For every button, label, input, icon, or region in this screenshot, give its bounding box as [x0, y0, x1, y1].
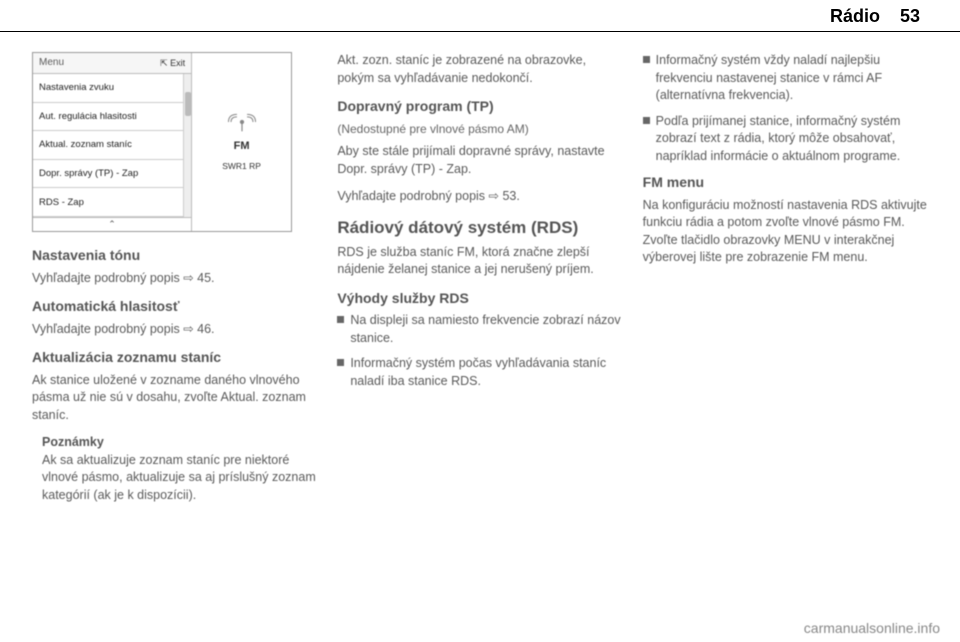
watermark: carmanualsonline.info [804, 620, 940, 636]
bullet-rds-2: Informačný systém počas vyhľadávania sta… [337, 355, 622, 390]
header-page: 53 [900, 6, 920, 27]
page-content: Menu ⇱ Exit Nastavenia zvuku Aut. regulá… [0, 32, 960, 514]
menu-screenshot: Menu ⇱ Exit Nastavenia zvuku Aut. regulá… [32, 52, 292, 232]
radio-signal-icon [225, 111, 259, 133]
text-autovolume-ref: Vyhľadajte podrobný popis ⇨ 46. [32, 321, 317, 339]
menu-right-panel: FM SWR1 RP [192, 53, 291, 231]
menu-left-panel: Menu ⇱ Exit Nastavenia zvuku Aut. regulá… [33, 53, 192, 231]
section-fm-menu: FM menu [643, 173, 928, 193]
note-text: Ak sa aktualizuje zoznam staníc pre niek… [42, 452, 317, 505]
column-3: Informačný systém vždy naladí najlepšiu … [643, 52, 928, 514]
bullet-text: Informačný systém počas vyhľadávania sta… [350, 355, 622, 390]
menu-item-rds[interactable]: RDS - Zap [33, 188, 183, 217]
bullet-radiotext: Podľa prijímanej stanice, informačný sys… [643, 113, 928, 166]
text-updating: Akt. zozn. staníc je zobrazené na obrazo… [337, 52, 622, 87]
text-tp: Aby ste stále prijímali dopravné správy,… [337, 143, 622, 178]
bullet-text: Informačný systém vždy naladí najlepšiu … [656, 52, 928, 105]
menu-titlebar: Menu ⇱ Exit [33, 53, 191, 74]
section-rds-benefits: Výhody služby RDS [337, 289, 622, 309]
menu-title: Menu [39, 56, 64, 70]
exit-button[interactable]: ⇱ Exit [160, 57, 185, 70]
menu-items: Nastavenia zvuku Aut. regulácia hlasitos… [33, 74, 183, 217]
menu-item-sound[interactable]: Nastavenia zvuku [33, 74, 183, 103]
note-label: Poznámky [42, 434, 317, 452]
menu-item-autovolume[interactable]: Aut. regulácia hlasitosti [33, 103, 183, 132]
menu-item-tp[interactable]: Dopr. správy (TP) - Zap [33, 160, 183, 189]
bullet-icon [337, 316, 344, 323]
column-2: Akt. zozn. staníc je zobrazené na obrazo… [337, 52, 622, 514]
note-block: Poznámky Ak sa aktualizuje zoznam staníc… [42, 434, 317, 504]
text-fm-menu: Na konfiguráciu možností nastavenia RDS … [643, 197, 928, 267]
page-header: Rádio 53 [0, 0, 960, 32]
bullet-text: Na displeji sa namiesto frekvencie zobra… [350, 312, 622, 347]
section-tp: Dopravný program (TP) [337, 97, 622, 117]
bullet-icon [643, 56, 650, 63]
bullet-icon [643, 117, 650, 124]
tp-subtitle: (Nedostupné pre vlnové pásmo AM) [337, 121, 622, 138]
text-tp-ref: Vyhľadajte podrobný popis ⇨ 53. [337, 188, 622, 206]
bullet-rds-1: Na displeji sa namiesto frekvencie zobra… [337, 312, 622, 347]
header-title: Rádio [830, 6, 880, 27]
menu-item-update[interactable]: Aktual. zoznam staníc [33, 131, 183, 160]
chevron-up-icon: ⌃ [108, 218, 116, 231]
section-autovolume: Automatická hlasitosť [32, 297, 317, 317]
menu-footer[interactable]: ⌃ [33, 217, 191, 231]
text-rds: RDS je služba staníc FM, ktorá značne zl… [337, 244, 622, 279]
band-label: FM [234, 139, 250, 154]
menu-scrollbar[interactable] [183, 74, 191, 217]
section-rds: Rádiový dátový systém (RDS) [337, 216, 622, 240]
text-tone-ref: Vyhľadajte podrobný popis ⇨ 45. [32, 270, 317, 288]
bullet-icon [337, 359, 344, 366]
column-1: Menu ⇱ Exit Nastavenia zvuku Aut. regulá… [32, 52, 317, 514]
section-tone: Nastavenia tónu [32, 246, 317, 266]
section-update-list: Aktualizácia zoznamu staníc [32, 348, 317, 368]
station-label: SWR1 RP [222, 161, 261, 173]
scrollbar-thumb[interactable] [185, 92, 191, 116]
bullet-text: Podľa prijímanej stanice, informačný sys… [656, 113, 928, 166]
bullet-af: Informačný systém vždy naladí najlepšiu … [643, 52, 928, 105]
text-update-list: Ak stanice uložené v zozname daného vlno… [32, 372, 317, 425]
